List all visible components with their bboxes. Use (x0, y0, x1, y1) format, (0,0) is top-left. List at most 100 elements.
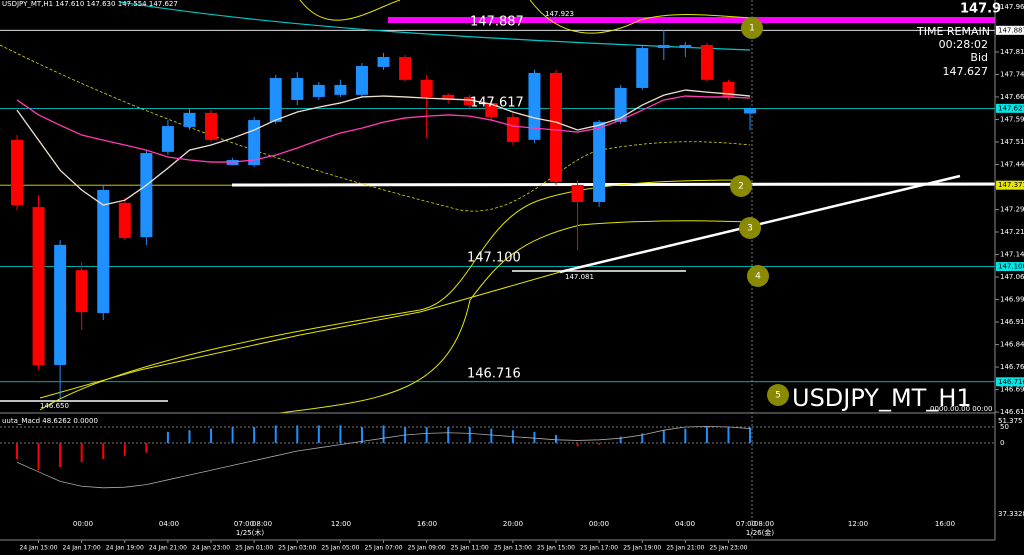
time-label: 07:00 (736, 520, 756, 528)
histogram-bar (727, 427, 730, 444)
candle-body (485, 102, 498, 118)
y-tick-label: 50 (1000, 423, 1009, 431)
histogram-bar (253, 427, 256, 444)
histogram-bar (188, 430, 191, 444)
price-tag-label: 147.100 (998, 263, 1024, 271)
histogram-bar (339, 425, 342, 444)
x-tick-label: 24 Jan 19:00 (106, 545, 144, 552)
histogram-bar (274, 425, 277, 444)
candle-body (54, 244, 67, 365)
candle-body (528, 72, 541, 140)
marker (747, 265, 769, 287)
annotation: 147.081 (565, 273, 594, 281)
chart-title: USDJPY_MT,H1 147.610 147.630 147.554 147… (2, 0, 178, 8)
x-tick-label: 25 Jan 03:00 (278, 545, 316, 552)
x-tick-label: 25 Jan 11:00 (451, 545, 489, 552)
price-tag (996, 25, 1024, 35)
x-tick-label: 25 Jan 05:00 (321, 545, 359, 552)
histogram-bar (576, 443, 579, 447)
histogram-bar (210, 428, 213, 444)
info-text: TIME REMAIN (916, 25, 990, 38)
candle-body (377, 57, 390, 67)
time-label: 08:00 (754, 520, 774, 528)
y-tick-label: 147.215 (1000, 228, 1024, 236)
band (279, 220, 751, 414)
histogram-bar (59, 443, 62, 468)
y-tick-label: 147.440 (1000, 160, 1024, 168)
candle-body (312, 84, 325, 97)
empty-date: 0000.00.00 00:00 (930, 405, 992, 413)
time-label: 20:00 (503, 520, 523, 528)
marker-label: 4 (755, 272, 761, 282)
x-tick-label: 25 Jan 17:00 (580, 545, 618, 552)
histogram-bar (360, 427, 363, 444)
y-tick-label: 147.065 (1000, 273, 1024, 281)
x-tick-label: 25 Jan 01:00 (235, 545, 273, 552)
subplot-label: 51.375 (998, 417, 1023, 425)
candle-body (248, 120, 261, 166)
annotation: 147.617 (470, 96, 524, 111)
marker-label: 2 (738, 182, 744, 192)
candle-body (442, 94, 455, 100)
y-tick-label: 147.140 (1000, 251, 1024, 259)
histogram-bar (705, 427, 708, 444)
time-label: 12:00 (331, 520, 351, 528)
subplot-label: 37.3328 (998, 510, 1024, 518)
y-tick-label: 146.615 (1000, 408, 1024, 416)
candle-body (744, 108, 757, 114)
time-label: 00:00 (73, 520, 93, 528)
x-tick-label: 25 Jan 09:00 (408, 545, 446, 552)
histogram-bar (447, 427, 450, 444)
time-label: 08:00 (252, 520, 272, 528)
candle-body (97, 189, 110, 314)
y-tick-label: 146.690 (1000, 386, 1024, 394)
histogram-bar (123, 443, 126, 456)
x-tick-label: 25 Jan 13:00 (494, 545, 532, 552)
y-tick-label: 147.665 (1000, 93, 1024, 101)
corner-price: 147.9 (960, 2, 1001, 17)
marker-label: 5 (775, 391, 781, 401)
time-label: 16:00 (935, 520, 955, 528)
candle-body (140, 153, 153, 238)
x-tick-label: 25 Jan 07:00 (365, 545, 403, 552)
histogram-bar (555, 435, 557, 444)
y-tick-label: 147.290 (1000, 206, 1024, 214)
histogram-bar (16, 443, 18, 460)
y-tick-label: 146.765 (1000, 363, 1024, 371)
annotation: 146.716 (467, 367, 521, 382)
info-text: 147.627 (943, 65, 989, 78)
histogram-bar (619, 436, 622, 444)
x-tick-label: 25 Jan 23:00 (709, 545, 747, 552)
histogram-bar (662, 430, 665, 444)
candle-body (118, 202, 131, 239)
histogram-bar (382, 425, 385, 444)
candle-body (334, 84, 347, 95)
candle-body (463, 96, 476, 106)
candle-body (32, 207, 45, 365)
y-tick-label: 146.990 (1000, 296, 1024, 304)
candle-body (399, 57, 412, 80)
candle-body (506, 117, 519, 142)
y-tick-label: 147.965 (1000, 3, 1024, 11)
candle-body (11, 139, 23, 205)
time-label: 04:00 (675, 520, 695, 528)
candle-body (679, 45, 692, 49)
y-tick-label: 146.840 (1000, 341, 1024, 349)
time-label: 04:00 (159, 520, 179, 528)
info-text: Bid (970, 51, 988, 64)
marker-label: 1 (749, 24, 755, 34)
candle-body (291, 78, 304, 100)
x-tick-label: 25 Jan 21:00 (666, 545, 704, 552)
info-text: 00:28:02 (939, 38, 988, 51)
annotation: 147.100 (467, 251, 521, 266)
symbol-label: USDJPY_MT_H1 (792, 384, 972, 412)
marker (741, 17, 763, 39)
candle-body (571, 184, 584, 202)
histogram-bar (231, 427, 234, 444)
candle-body (614, 87, 627, 122)
histogram-bar (145, 443, 148, 453)
candle-body (75, 270, 88, 313)
x-tick-label: 24 Jan 21:00 (149, 545, 187, 552)
